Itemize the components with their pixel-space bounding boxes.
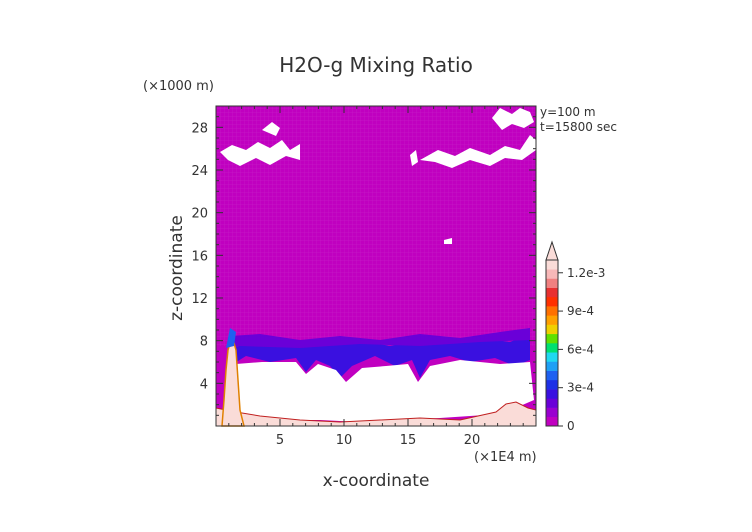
colorbar-swatch — [546, 407, 558, 418]
y-tick-label: 24 — [191, 164, 208, 179]
x-tick-label: 20 — [464, 433, 481, 448]
chart-title: H2O-g Mixing Ratio — [279, 53, 473, 77]
colorbar-swatch — [546, 352, 558, 362]
y-axis-label: z-coordinate — [167, 215, 187, 321]
colorbar-swatch — [546, 260, 558, 270]
y-tick-label: 4 — [200, 377, 208, 392]
y-tick-label: 20 — [191, 207, 208, 222]
colorbar-swatch — [546, 333, 558, 344]
plot-area — [215, 105, 537, 427]
colorbar-tick-label: 1.2e-3 — [567, 266, 605, 280]
colorbar-swatch — [546, 315, 558, 325]
y-tick-label: 8 — [200, 335, 208, 350]
colorbar-swatch — [546, 296, 558, 307]
colorbar-swatch — [546, 343, 558, 353]
x-tick-label: 10 — [336, 433, 353, 448]
x-tick-label: 5 — [276, 433, 284, 448]
plume-core — [226, 328, 236, 348]
colorbar-extend-arrow — [545, 240, 559, 261]
x-tick-label: 15 — [400, 433, 417, 448]
colorbar-swatch — [546, 278, 558, 288]
colorbar-swatch — [546, 361, 558, 371]
surface-layer — [215, 401, 537, 427]
colorbar-frame — [545, 259, 559, 427]
dry-interior — [236, 360, 534, 422]
annotation-time: t=15800 sec — [540, 120, 617, 134]
axes: 5 10 15 20 4 8 12 16 20 24 28 — [191, 106, 536, 448]
y-unit-label: (×1000 m) — [143, 79, 214, 94]
colorbar-swatch — [546, 287, 558, 298]
x-unit-label: (×1E4 m) — [474, 450, 537, 465]
y-tick-label: 28 — [191, 121, 208, 136]
annotation-y: y=100 m — [540, 105, 596, 119]
colorbar-tick-label: 0 — [567, 419, 575, 433]
y-tick-label: 12 — [191, 292, 208, 307]
x-axis-label: x-coordinate — [323, 471, 430, 491]
colorbar-swatch — [546, 379, 558, 390]
colorbar-tick-label: 3e-4 — [567, 381, 594, 395]
colorbar-swatch — [546, 324, 558, 335]
colorbar-tick-label: 9e-4 — [567, 304, 594, 318]
y-tick-label: 16 — [191, 249, 208, 264]
upper-streaks — [220, 108, 536, 244]
grid-texture — [216, 106, 536, 346]
colorbar-swatch — [546, 389, 558, 399]
colorbar: 0 3e-4 6e-4 9e-4 1.2e-3 — [545, 240, 605, 433]
colorbar-swatch — [546, 269, 558, 279]
moist-band-edge — [230, 328, 530, 350]
colorbar-tick-label: 6e-4 — [567, 342, 594, 356]
colorbar-swatch — [546, 416, 558, 427]
colorbar-swatch — [546, 306, 558, 316]
colorbar-swatch — [546, 370, 558, 381]
colorbar-swatch — [546, 398, 558, 408]
